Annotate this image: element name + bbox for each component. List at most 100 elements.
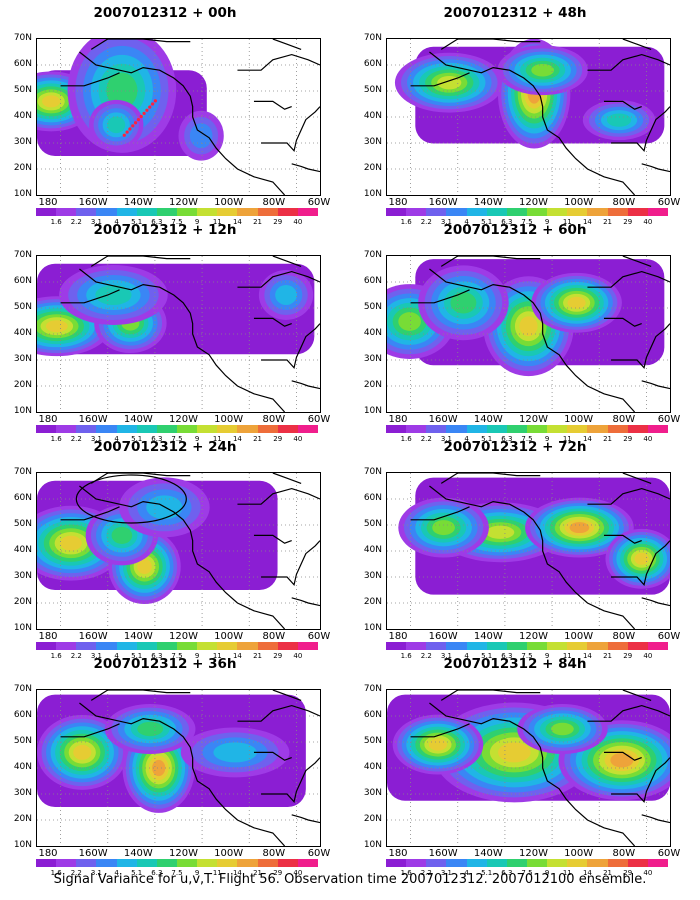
colorbar-swatch [156, 208, 177, 216]
lat-tick-label: 50N [363, 302, 382, 312]
colorbar-label: 11 [562, 435, 572, 443]
lat-tick-label: 40N [13, 545, 32, 555]
lon-tick-label: 80W [262, 631, 286, 642]
lat-tick-label: 10N [363, 840, 382, 850]
coastline [641, 163, 670, 173]
colorbar-swatch [466, 642, 487, 650]
flight-track-point [122, 133, 126, 137]
colorbar-label: 5.1 [131, 218, 143, 226]
colorbar-swatch [76, 208, 97, 216]
lon-tick-label: 140W [473, 197, 503, 208]
colorbar-swatch [526, 208, 548, 216]
colorbar-label: 14 [582, 218, 592, 226]
colorbar-label: 29 [623, 869, 633, 877]
variance-contour [107, 116, 126, 134]
lat-tick-label: 40N [363, 545, 382, 555]
colorbar-label: 4 [114, 218, 119, 226]
colorbar-swatch [506, 642, 527, 650]
colorbar-label: 3.1 [440, 652, 452, 660]
lon-tick-label: 60W [657, 414, 681, 425]
colorbar-swatch [116, 425, 137, 433]
colorbar [36, 642, 318, 650]
colorbar-label: 7.5 [521, 218, 533, 226]
lat-tick-label: 20N [363, 380, 382, 390]
colorbar-label: 9 [194, 218, 200, 226]
colorbar-label: 9 [544, 652, 550, 660]
colorbar-label: 6.3 [151, 218, 163, 226]
colorbar-label: 7.5 [171, 218, 183, 226]
lat-tick-label: 10N [13, 623, 32, 633]
colorbar-swatch [197, 208, 218, 216]
flight-track-point [142, 111, 146, 115]
lat-tick-label: 30N [363, 571, 382, 581]
coastline [410, 72, 470, 87]
lat-tick-label: 30N [13, 354, 32, 364]
colorbar-swatch [56, 208, 77, 216]
coastline [60, 506, 120, 521]
variance-contour [569, 522, 590, 534]
coastline [253, 317, 292, 327]
coastline [60, 723, 120, 738]
colorbar-label: 7.5 [171, 869, 183, 877]
colorbar-swatch [36, 425, 57, 433]
colorbar-swatch [607, 425, 628, 433]
coastline [429, 485, 636, 629]
variance-map [387, 473, 670, 629]
lon-tick-label: 60W [307, 631, 331, 642]
colorbar-label: 1.6 [400, 652, 412, 660]
colorbar-swatch [627, 642, 648, 650]
lon-tick-label: 120W [519, 848, 548, 859]
colorbar-swatch [277, 425, 298, 433]
map-area [36, 472, 321, 630]
colorbar-swatch [217, 208, 238, 216]
colorbar-swatch [156, 642, 177, 650]
lat-tick-label: 20N [13, 163, 32, 173]
coastline [291, 597, 320, 607]
lon-tick-label: 80W [262, 197, 286, 208]
colorbar-label: 4 [464, 652, 469, 660]
coastline [587, 487, 670, 505]
map-area [36, 689, 321, 847]
colorbar-swatch [156, 859, 177, 867]
lat-tick-label: 30N [363, 788, 382, 798]
lat-tick-label: 20N [363, 597, 382, 607]
colorbar-label: 21 [603, 869, 613, 877]
variance-contour [106, 72, 138, 109]
coastline [429, 51, 636, 195]
flight-track-point [150, 102, 155, 106]
lon-tick-label: 120W [519, 631, 548, 642]
coastline [291, 380, 320, 390]
colorbar-swatch [237, 859, 258, 867]
colorbar-swatch [297, 425, 318, 433]
colorbar-swatch [237, 208, 258, 216]
coastline [641, 814, 670, 824]
colorbar-label: 5.1 [131, 435, 143, 443]
variance-contour [498, 742, 531, 763]
colorbar-label: 9 [194, 652, 200, 660]
colorbar-swatch [446, 859, 467, 867]
colorbar-swatch [446, 642, 467, 650]
panel-title: 2007012312 + 72h [443, 439, 587, 455]
colorbar-swatch [466, 208, 487, 216]
colorbar [386, 642, 668, 650]
coastline [440, 39, 541, 50]
colorbar-label: 14 [232, 652, 242, 660]
lon-tick-label: 100W [214, 631, 244, 642]
colorbar-label: 40 [643, 869, 653, 877]
map-area [36, 255, 321, 413]
lon-tick-label: 60W [657, 848, 681, 859]
map-panel: 2007012312 + 12h 70N 60N 50N 40N 30N 20N 10N 180… [0, 222, 331, 445]
colorbar-swatch [36, 859, 57, 867]
colorbar-label: 21 [253, 435, 263, 443]
colorbar-label: 21 [603, 652, 613, 660]
colorbar-label: 9 [544, 869, 550, 877]
colorbar-label: 14 [582, 435, 592, 443]
colorbar-label: 6.3 [501, 218, 513, 226]
colorbar-label: 4 [464, 218, 469, 226]
lon-tick-label: 180 [388, 848, 408, 859]
variance-contour [213, 742, 257, 763]
coastline [261, 540, 320, 587]
coastline [291, 814, 320, 824]
colorbar-swatch [36, 642, 57, 650]
colorbar-label: 29 [273, 869, 283, 877]
